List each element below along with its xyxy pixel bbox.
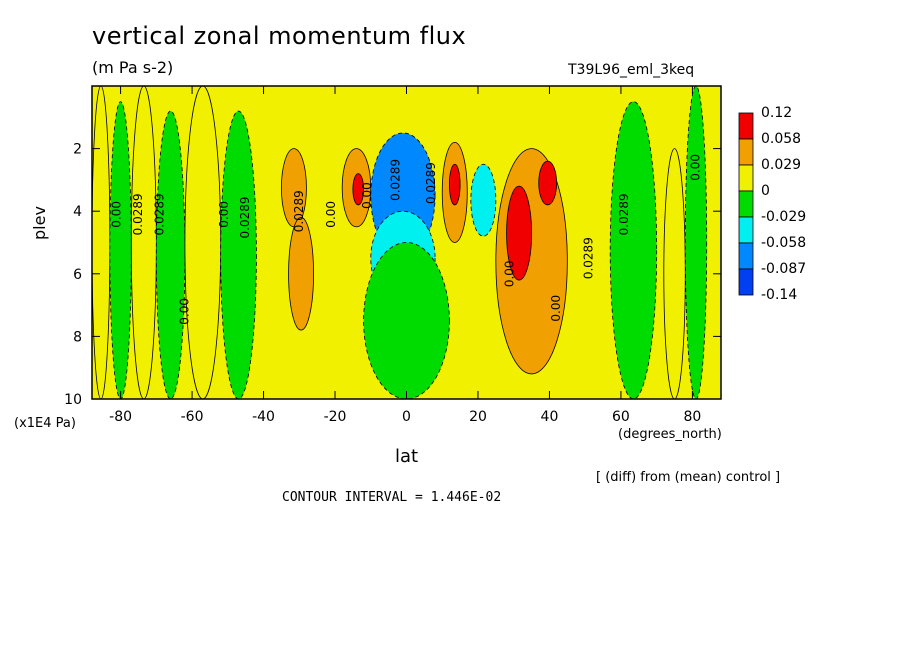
legend-swatch: [738, 112, 754, 140]
contour-region-2: [130, 85, 157, 400]
contour-label: 0.00: [503, 260, 517, 287]
x-axis-unit: (degrees_north): [618, 427, 722, 442]
legend-label: 0.029: [761, 157, 801, 173]
contour-label: 0.0289: [238, 196, 252, 238]
legend-swatch: [738, 268, 754, 296]
contour-label: 0.0289: [131, 193, 145, 235]
y-tick-label: 10: [64, 392, 82, 408]
contour-label: 0.0289: [581, 237, 595, 279]
x-axis-label: lat: [395, 446, 419, 467]
legend-swatch: [738, 138, 754, 166]
diff-note: [ (diff) from (mean) control ]: [596, 470, 781, 485]
legend-label: 0.12: [761, 105, 792, 121]
legend-label: 0.058: [761, 131, 801, 147]
legend-swatch: [738, 216, 754, 244]
contour-label: 0.0289: [152, 193, 166, 235]
x-tick-label: 60: [612, 409, 630, 425]
y-tick-label: 4: [73, 204, 82, 220]
legend-swatch: [738, 164, 754, 192]
contour-label: 0.00: [110, 201, 124, 228]
contour-label: 0.00: [360, 182, 374, 209]
legend-label: 0: [761, 183, 770, 199]
x-tick-label: -40: [252, 409, 275, 425]
contour-region-0: [91, 85, 111, 400]
contour-region-18: [538, 160, 558, 206]
x-tick-label: 0: [402, 409, 411, 425]
y-tick-label: 6: [73, 267, 82, 283]
x-tick-label: -60: [181, 409, 204, 425]
contour-label: 0.00: [324, 201, 338, 228]
contour-label: 0.00: [177, 298, 191, 325]
contour-region-4: [184, 85, 222, 400]
contour-label: 0.00: [549, 295, 563, 322]
x-tick-label: -80: [109, 409, 132, 425]
x-tick-label: -20: [324, 409, 347, 425]
contour-region-17: [506, 185, 532, 281]
y-tick-label: 8: [73, 329, 82, 345]
contour-region-12: [363, 242, 450, 400]
legend-label: -0.14: [761, 287, 797, 303]
contour-label: 0.0289: [424, 162, 438, 204]
contour-region-15: [470, 163, 497, 237]
legend-label: -0.087: [761, 261, 806, 277]
x-tick-label: 20: [469, 409, 487, 425]
y-axis-unit: (x1E4 Pa): [14, 416, 76, 431]
contour-region-5: [220, 110, 257, 400]
y-tick-label: 2: [73, 142, 82, 158]
contour-region-21: [684, 85, 708, 400]
legend-swatch: [738, 190, 754, 218]
contour-region-20: [663, 148, 686, 400]
chart-units: (m Pa s-2): [92, 58, 174, 77]
x-tick-label: 80: [683, 409, 701, 425]
contour-label: 0.00: [217, 201, 231, 228]
x-tick-label: 40: [541, 409, 559, 425]
contour-region-7: [288, 217, 314, 331]
contour-region-19: [609, 101, 658, 400]
run-id: T39L96_eml_3keq: [568, 62, 695, 78]
contour-label: 0.0289: [388, 159, 402, 201]
contour-label: 0.0289: [617, 193, 631, 235]
contour-label: 0.0289: [292, 190, 306, 232]
contour-region-3: [155, 110, 186, 400]
contour-region-14: [448, 163, 461, 206]
contour-interval: CONTOUR INTERVAL = 1.446E-02: [282, 490, 502, 505]
contour-region-1: [109, 101, 132, 400]
legend-swatch: [738, 242, 754, 270]
legend-label: -0.058: [761, 235, 806, 251]
contour-region-9: [352, 173, 365, 206]
legend-label: -0.029: [761, 209, 806, 225]
chart-title: vertical zonal momentum flux: [92, 22, 467, 50]
contour-label: 0.00: [689, 154, 703, 181]
